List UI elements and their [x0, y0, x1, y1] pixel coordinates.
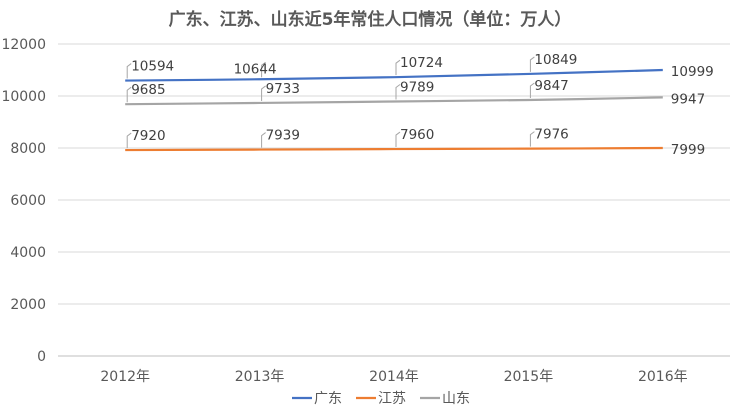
data-label: 7976 — [534, 127, 568, 143]
data-label: 7999 — [671, 142, 705, 158]
data-label: 9789 — [400, 79, 434, 95]
y-axis-ticks: 0 2000 4000 6000 8000 10000 12000 — [1, 37, 46, 365]
data-labels: 10594 10644 10724 10849 10999 7920 7939 7960 797… — [126, 52, 714, 158]
label-callout — [126, 63, 132, 79]
x-axis-ticks: 2012年 2013年 2014年 2015年 2016年 — [100, 369, 687, 385]
data-label: 7920 — [131, 128, 165, 144]
data-label: 10999 — [671, 64, 714, 80]
data-label: 9847 — [534, 78, 568, 94]
label-callout — [395, 84, 401, 100]
y-tick-label: 12000 — [1, 37, 46, 53]
label-callout — [395, 59, 401, 76]
x-tick-label: 2016年 — [638, 369, 688, 385]
legend-label: 山东 — [442, 391, 470, 407]
data-label: 10644 — [234, 61, 277, 77]
label-callout — [126, 86, 132, 103]
legend: 广东 江苏 山东 — [292, 391, 470, 407]
label-callout — [529, 82, 535, 98]
chart-title: 广东、江苏、山东近5年常住人口情况（单位：万人） — [169, 9, 572, 30]
x-tick-label: 2015年 — [504, 369, 554, 385]
y-tick-label: 4000 — [10, 245, 46, 261]
data-label: 9947 — [671, 91, 705, 107]
legend-label: 江苏 — [378, 391, 406, 407]
x-tick-label: 2012年 — [100, 369, 150, 385]
label-callout — [529, 56, 535, 72]
label-callout — [395, 131, 401, 148]
label-callout — [261, 85, 266, 101]
data-label: 9685 — [131, 82, 165, 98]
y-tick-label: 0 — [37, 349, 46, 365]
legend-label: 广东 — [314, 391, 342, 407]
data-label: 7960 — [400, 127, 434, 143]
series-line — [125, 96, 663, 106]
y-tick-label: 10000 — [1, 89, 46, 105]
series-line — [125, 146, 663, 152]
label-callout — [126, 132, 132, 149]
y-tick-label: 6000 — [10, 193, 46, 209]
label-callout — [261, 132, 266, 148]
series-group — [125, 68, 663, 152]
label-callout — [261, 61, 266, 78]
data-label: 10594 — [131, 59, 174, 75]
data-label: 10724 — [400, 55, 443, 71]
x-tick-label: 2013年 — [235, 369, 285, 385]
y-tick-label: 8000 — [10, 141, 46, 157]
data-label: 7939 — [266, 128, 300, 144]
series-line — [125, 68, 663, 82]
label-callout — [529, 131, 535, 147]
data-label: 10849 — [534, 52, 577, 68]
x-tick-label: 2014年 — [369, 369, 419, 385]
data-label: 9733 — [266, 81, 300, 97]
y-tick-label: 2000 — [10, 297, 46, 313]
